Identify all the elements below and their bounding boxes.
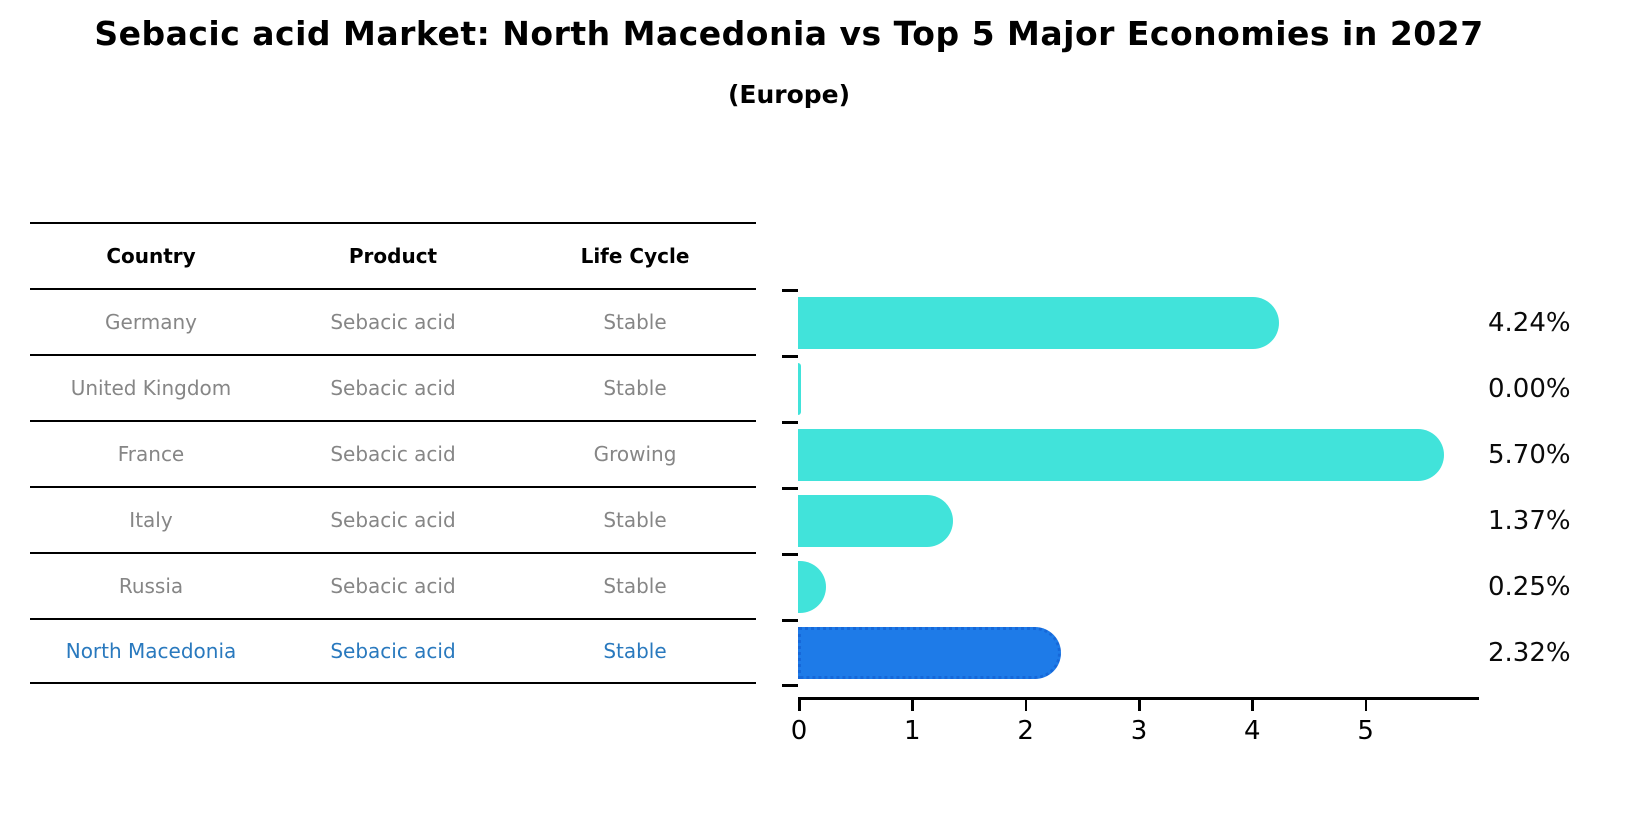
bar-france xyxy=(798,429,1444,481)
table-header-cell-product: Product xyxy=(348,244,438,268)
bar-band-united-kingdom xyxy=(782,355,1478,422)
table-cell-life-cycle: Stable xyxy=(603,574,667,598)
y-axis-tick xyxy=(782,421,798,424)
table-cell-life-cycle: Stable xyxy=(603,376,667,400)
table-cell-life-cycle: Stable xyxy=(603,310,667,334)
x-axis-tick xyxy=(1251,700,1254,711)
table-cell-product: Sebacic acid xyxy=(330,310,456,334)
table-cell-product: Sebacic acid xyxy=(330,442,456,466)
value-label-north-macedonia: 2.32% xyxy=(1488,638,1571,668)
page-subtitle: (Europe) xyxy=(727,80,851,109)
x-axis-tick-label: 1 xyxy=(904,716,921,746)
bar-chart-plot-area xyxy=(782,289,1478,687)
table-row-north-macedonia: North Macedonia Sebacic acid Stable xyxy=(30,620,756,684)
x-axis-tick xyxy=(911,700,914,711)
x-axis-tick-label: 4 xyxy=(1244,716,1261,746)
bar-band-italy xyxy=(782,487,1478,554)
value-label-italy: 1.37% xyxy=(1488,506,1571,536)
table-row-germany: Germany Sebacic acid Stable xyxy=(30,290,756,356)
table-cell-country: United Kingdom xyxy=(70,376,232,400)
table-cell-product: Sebacic acid xyxy=(330,639,456,663)
bar-band-russia xyxy=(782,553,1478,620)
page-title: Sebacic acid Market: North Macedonia vs … xyxy=(94,14,1484,53)
table-header-cell-country: Country xyxy=(106,244,196,268)
x-axis-tick-label: 2 xyxy=(1017,716,1034,746)
table-cell-life-cycle: Growing xyxy=(593,442,677,466)
table-cell-country: France xyxy=(117,442,185,466)
table-row-france: France Sebacic acid Growing xyxy=(30,422,756,488)
x-axis-tick-label: 0 xyxy=(790,716,808,746)
bar-band-north-macedonia xyxy=(782,619,1478,686)
table-body: Germany Sebacic acid Stable United Kingdom S… xyxy=(30,290,756,684)
table-cell-country: Russia xyxy=(118,574,184,598)
bar-germany xyxy=(798,297,1279,349)
bar-russia xyxy=(798,561,827,613)
x-axis-tick-label: 5 xyxy=(1357,716,1374,746)
table-header-cell-life-cycle: Life Cycle xyxy=(580,244,690,268)
bar-italy xyxy=(798,495,954,547)
bar-band-france xyxy=(782,421,1478,488)
table-cell-product: Sebacic acid xyxy=(330,574,456,598)
bar-band-germany xyxy=(782,289,1478,356)
y-axis-tick xyxy=(782,487,798,490)
market-table: Country Product Life Cycle Germany Sebacic … xyxy=(30,222,756,684)
value-label-united-kingdom: 0.00% xyxy=(1488,374,1571,404)
x-axis-tick xyxy=(1138,700,1141,711)
table-cell-country: Italy xyxy=(129,508,173,532)
table-cell-country: North Macedonia xyxy=(65,639,237,663)
value-label-france: 5.70% xyxy=(1488,440,1571,470)
x-axis-tick xyxy=(1364,700,1368,711)
table-cell-product: Sebacic acid xyxy=(330,508,456,532)
y-axis-tick xyxy=(782,684,798,687)
y-axis-tick xyxy=(782,289,798,292)
y-axis-tick xyxy=(782,619,798,622)
value-label-germany: 4.24% xyxy=(1488,308,1571,338)
table-header-row: Country Product Life Cycle xyxy=(30,224,756,290)
table-cell-country: Germany xyxy=(105,310,197,334)
bar-united-kingdom xyxy=(798,363,801,415)
table-cell-product: Sebacic acid xyxy=(330,376,456,400)
x-axis-tick xyxy=(798,700,801,711)
bar-north-macedonia xyxy=(798,627,1061,679)
table-cell-life-cycle: Stable xyxy=(603,639,667,663)
table-row-italy: Italy Sebacic acid Stable xyxy=(30,488,756,554)
x-axis-tick xyxy=(1024,700,1028,711)
y-axis-tick xyxy=(782,355,798,358)
table-cell-life-cycle: Stable xyxy=(603,508,667,532)
value-label-russia: 0.25% xyxy=(1488,572,1571,602)
table-row-russia: Russia Sebacic acid Stable xyxy=(30,554,756,620)
x-axis-line xyxy=(798,697,1479,700)
x-axis-tick-label: 3 xyxy=(1130,716,1148,746)
y-axis-tick xyxy=(782,553,798,556)
table-row-united-kingdom: United Kingdom Sebacic acid Stable xyxy=(30,356,756,422)
